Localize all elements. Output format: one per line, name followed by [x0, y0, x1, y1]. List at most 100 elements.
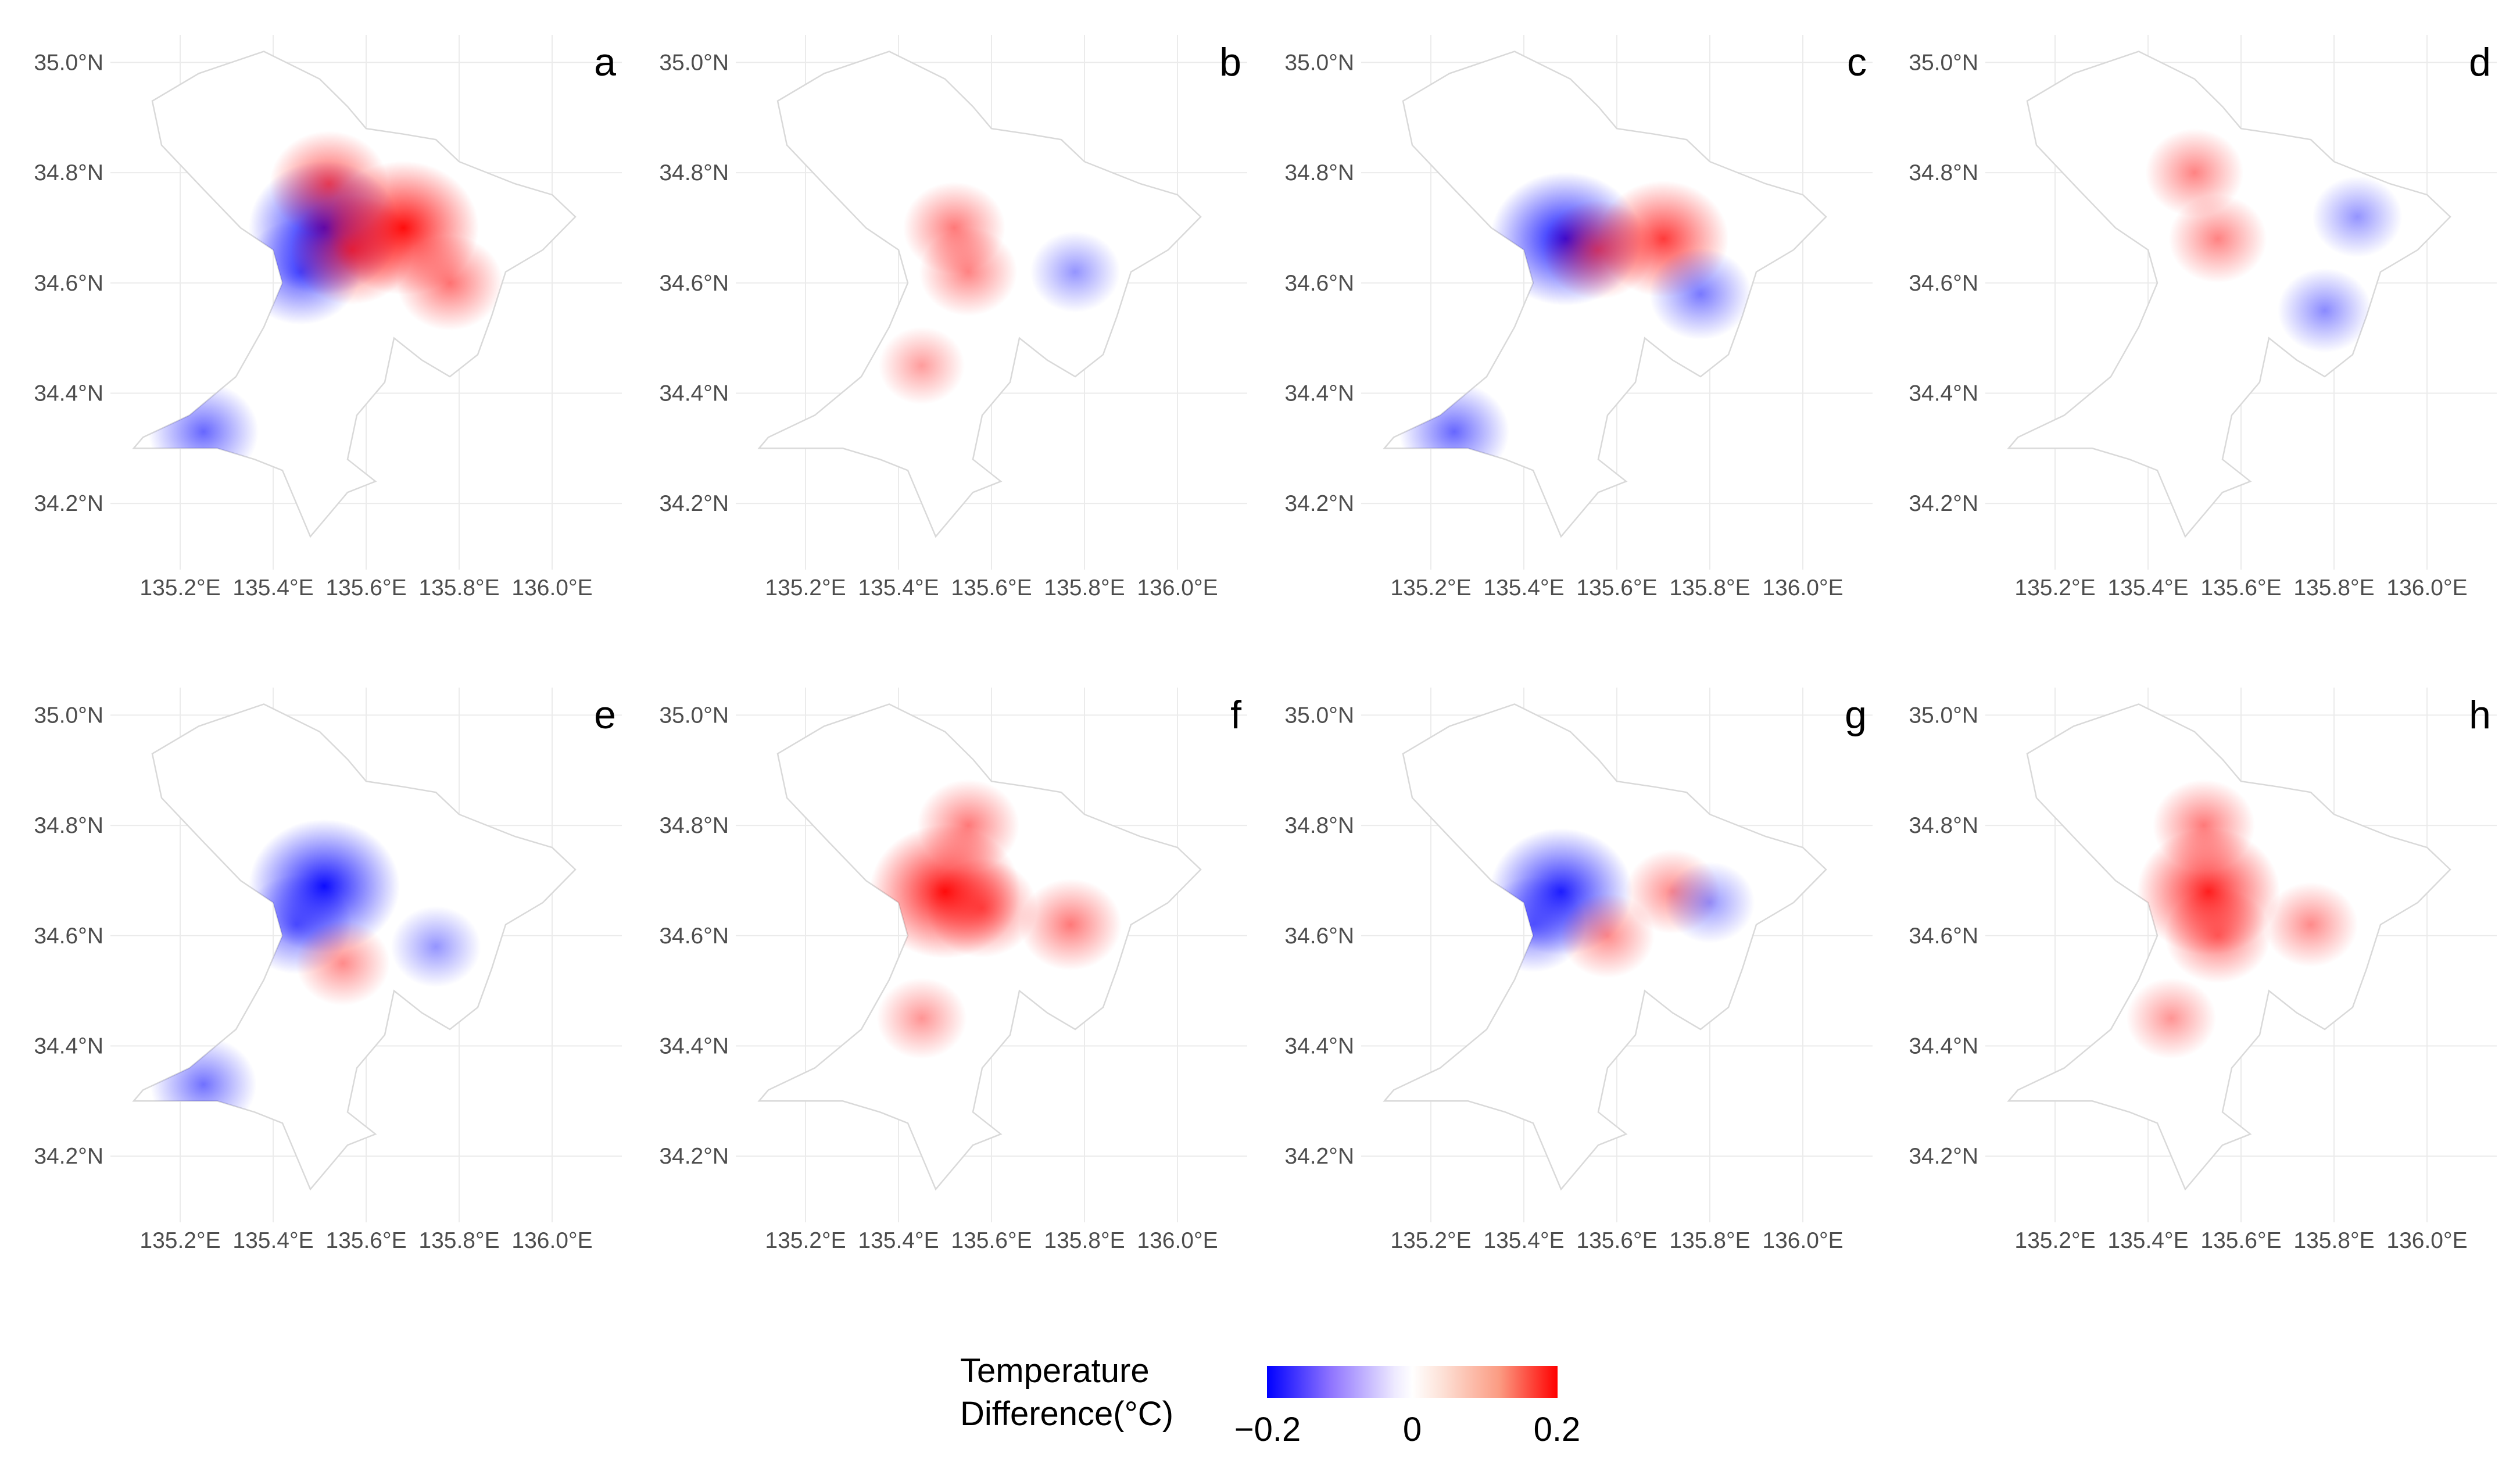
map-panel-b: 135.2°E 135.4°E 135.6°E 135.8°E 136.0°E 35.0°… [659, 35, 1247, 600]
y-tick-label: 34.6°N [659, 271, 729, 296]
x-tick-label: 135.8°E [1669, 575, 1750, 600]
x-tick-label: 135.6°E [951, 1228, 1032, 1253]
x-tick-label: 136.0°E [511, 575, 592, 600]
temperature-layer [2126, 779, 2358, 1060]
x-tick-label: 135.4°E [858, 1228, 939, 1253]
legend-colorbar [1267, 1366, 1558, 1398]
temperature-hotspot [2278, 268, 2372, 353]
map-panel-a: 135.2°E 135.4°E 135.6°E 135.8°E 136.0°E 35.0°… [34, 35, 622, 600]
x-tick-label: 135.4°E [232, 1228, 313, 1253]
map-panel-e: 135.2°E 135.4°E 135.6°E 135.8°E 136.0°E 35.0°… [34, 688, 622, 1253]
legend-title-line2: Difference(°C) [960, 1395, 1174, 1433]
y-tick-label: 34.2°N [1284, 491, 1354, 516]
y-tick-label: 35.0°N [659, 50, 729, 75]
x-tick-label: 135.6°E [2200, 575, 2281, 600]
y-tick-label: 34.4°N [34, 381, 103, 406]
legend-label-mid: 0 [1402, 1411, 1422, 1448]
y-tick-label: 34.4°N [1284, 1033, 1354, 1058]
x-tick-label: 135.2°E [765, 1228, 846, 1253]
y-tick-label: 34.2°N [1909, 491, 1978, 516]
y-tick-label: 34.4°N [1284, 381, 1354, 406]
y-tick-label: 34.8°N [34, 813, 103, 838]
temperature-layer [2145, 128, 2403, 353]
map-panel-g: 135.2°E 135.4°E 135.6°E 135.8°E 136.0°E 35.0°… [1284, 688, 1873, 1253]
x-tick-label: 136.0°E [1137, 575, 1218, 600]
x-tick-label: 135.6°E [325, 1228, 406, 1253]
x-tick-label: 135.4°E [1483, 1228, 1564, 1253]
x-tick-label: 135.4°E [2107, 575, 2188, 600]
temperature-hotspot [1560, 893, 1655, 978]
y-tick-label: 34.6°N [34, 924, 103, 949]
temperature-hotspot [1665, 861, 1755, 943]
y-tick-label: 35.0°N [1284, 703, 1354, 728]
legend-title: Temperature Difference(°C) [960, 1350, 1227, 1436]
panel-label: e [594, 693, 616, 737]
y-tick-label: 34.2°N [1909, 1144, 1978, 1169]
y-tick-label: 34.6°N [34, 271, 103, 296]
x-tick-label: 136.0°E [1762, 575, 1843, 600]
temperature-layer [1480, 828, 1755, 978]
y-tick-label: 34.6°N [1909, 924, 1978, 949]
y-tick-label: 34.4°N [34, 1033, 103, 1058]
panel-label: c [1847, 40, 1867, 84]
x-tick-label: 136.0°E [1137, 1228, 1218, 1253]
x-tick-label: 135.2°E [139, 575, 220, 600]
temperature-layer [869, 779, 1122, 1060]
x-tick-label: 135.2°E [1390, 575, 1471, 600]
y-tick-label: 34.8°N [34, 160, 103, 185]
x-tick-label: 136.0°E [511, 1228, 592, 1253]
y-tick-label: 34.4°N [659, 381, 729, 406]
legend-tick-max [1556, 1398, 1558, 1405]
y-tick-label: 34.8°N [659, 813, 729, 838]
y-tick-label: 34.6°N [1284, 924, 1354, 949]
temperature-hotspot [396, 235, 503, 331]
y-tick-label: 34.8°N [1909, 160, 1978, 185]
x-tick-label: 135.6°E [2200, 1228, 2281, 1253]
x-tick-label: 135.2°E [139, 1228, 220, 1253]
panel-label: a [594, 40, 616, 84]
y-tick-label: 35.0°N [34, 50, 103, 75]
x-tick-label: 135.2°E [2014, 1228, 2095, 1253]
y-tick-label: 34.8°N [1284, 813, 1354, 838]
temperature-hotspot [927, 858, 1037, 958]
temperature-hotspot [1399, 382, 1509, 481]
legend-label-min: −0.2 [1234, 1411, 1301, 1448]
y-tick-label: 34.8°N [659, 160, 729, 185]
x-tick-label: 135.8°E [1044, 1228, 1125, 1253]
temperature-hotspot [917, 779, 1019, 872]
y-tick-label: 34.4°N [1909, 1033, 1978, 1058]
temperature-hotspot [2145, 128, 2244, 217]
x-tick-label: 135.6°E [1576, 1228, 1657, 1253]
temperature-hotspot [1030, 231, 1121, 313]
temperature-hotspot [1019, 878, 1122, 971]
panel-label: b [1219, 40, 1241, 84]
x-tick-label: 135.2°E [765, 575, 846, 600]
x-tick-label: 135.8°E [1669, 1228, 1750, 1253]
x-tick-label: 135.4°E [858, 575, 939, 600]
y-tick-label: 34.6°N [1909, 271, 1978, 296]
temperature-hotspot [2312, 176, 2403, 257]
y-tick-label: 35.0°N [1284, 50, 1354, 75]
panel-label: d [2469, 40, 2491, 84]
x-tick-label: 135.2°E [2014, 575, 2095, 600]
y-tick-label: 35.0°N [1909, 703, 1978, 728]
temperature-hotspot [296, 921, 390, 1006]
x-tick-label: 135.8°E [2293, 575, 2374, 600]
x-tick-label: 135.8°E [2293, 1228, 2374, 1253]
y-tick-label: 35.0°N [34, 703, 103, 728]
panel-label: h [2469, 693, 2491, 737]
map-panel-d: 135.2°E 135.4°E 135.6°E 135.8°E 136.0°E 35.0°… [1909, 35, 2497, 600]
temperature-hotspot [148, 382, 259, 481]
temperature-hotspot [2153, 779, 2255, 872]
y-tick-label: 34.2°N [659, 491, 729, 516]
temperature-hotspot [2264, 882, 2358, 967]
x-tick-label: 135.4°E [232, 575, 313, 600]
y-tick-label: 35.0°N [1909, 50, 1978, 75]
y-tick-label: 34.6°N [659, 924, 729, 949]
x-tick-label: 135.8°E [418, 1228, 499, 1253]
x-tick-label: 135.6°E [951, 575, 1032, 600]
temperature-hotspot [2164, 888, 2271, 983]
y-tick-label: 34.2°N [34, 1144, 103, 1169]
temperature-hotspot [919, 227, 1018, 316]
